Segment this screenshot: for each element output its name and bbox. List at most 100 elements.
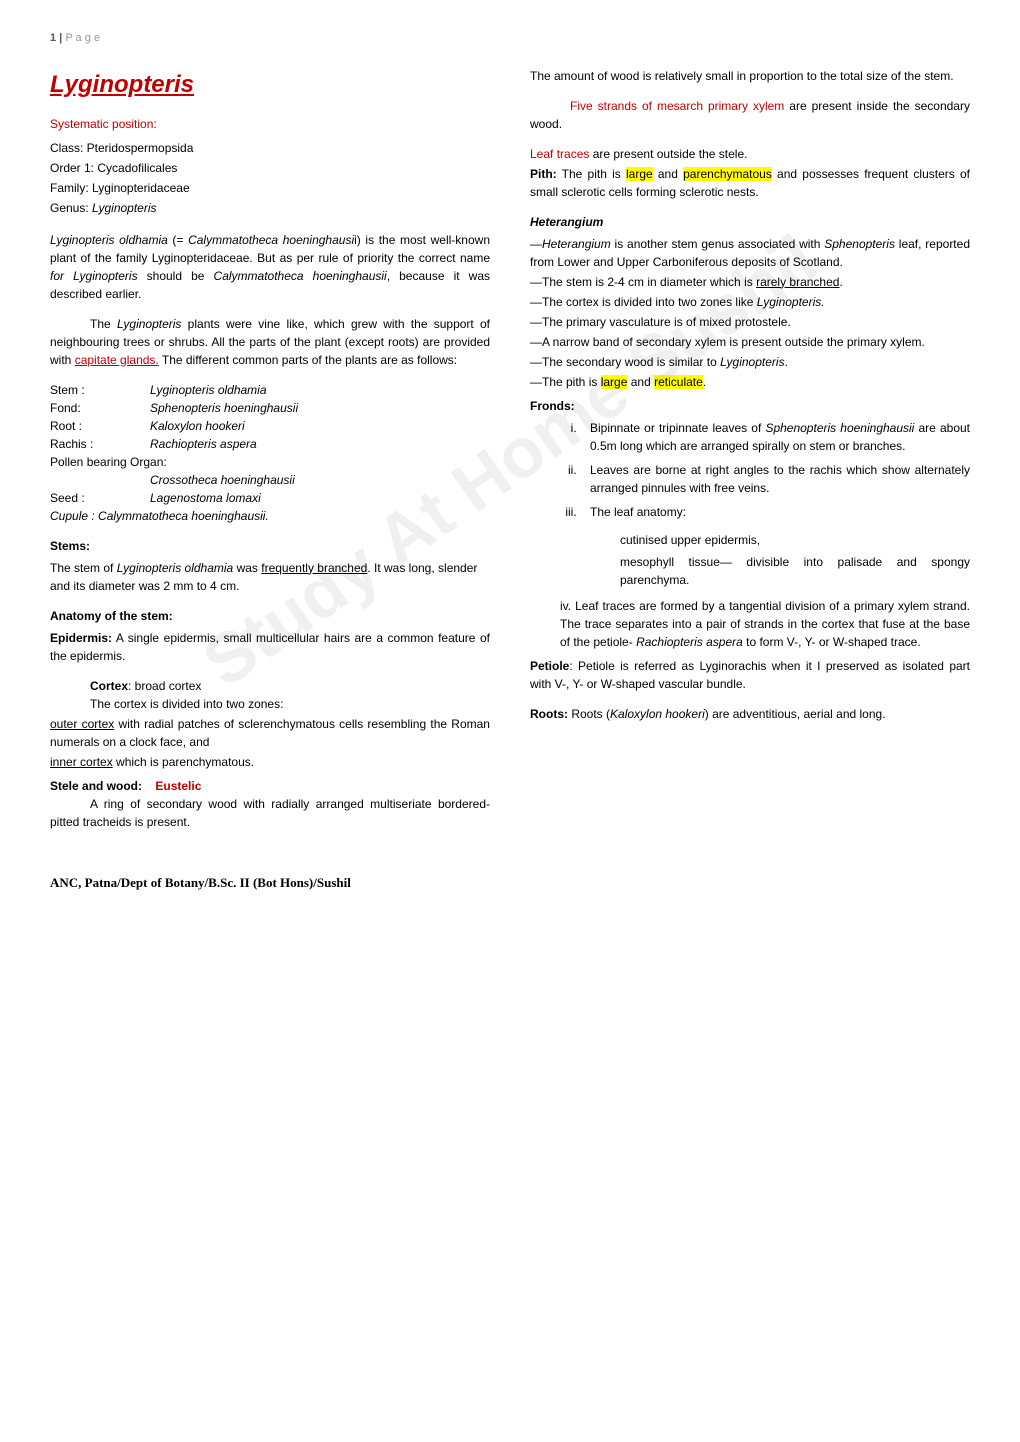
seed-label: Seed : bbox=[50, 489, 150, 507]
cortex-outer: outer cortex with radial patches of scle… bbox=[50, 715, 490, 751]
p2b: Lyginopteris bbox=[117, 317, 182, 331]
het-1c: Sphenopteris bbox=[824, 237, 895, 251]
petiole-para: Petiole: Petiole is referred as Lyginora… bbox=[530, 657, 970, 693]
het-1: ―Heterangium is another stem genus assoc… bbox=[530, 235, 970, 271]
genus-label: Genus: bbox=[50, 201, 92, 215]
pith-d: parenchymatous bbox=[683, 167, 772, 181]
r-p3: Leaf traces are present outside the stel… bbox=[530, 145, 970, 163]
het-7c: and bbox=[627, 375, 654, 389]
fr-i-a: Bipinnate or tripinnate leaves of bbox=[590, 421, 765, 435]
het-2c: . bbox=[839, 275, 842, 289]
organ-rachis: Rachis :Rachiopteris aspera bbox=[50, 435, 490, 453]
het-2a: The stem is 2-4 cm in diameter which is bbox=[542, 275, 756, 289]
stems-p1c: was bbox=[233, 561, 261, 575]
genus-line: Genus: Lyginopteris bbox=[50, 199, 490, 217]
fr-iv-b: Rachiopteris aspera bbox=[636, 635, 743, 649]
content-columns: Lyginopteris Systematic position: Class:… bbox=[50, 67, 970, 843]
cortex-outer-label: outer cortex bbox=[50, 717, 114, 731]
r-p3b: are present outside the stele. bbox=[589, 147, 747, 161]
het-6a: The secondary wood is similar to bbox=[542, 355, 720, 369]
fond-label: Fond: bbox=[50, 399, 150, 417]
frond-3a: cutinised upper epidermis, bbox=[530, 531, 970, 549]
genus-value: Lyginopteris bbox=[92, 201, 157, 215]
stem-label: Stem : bbox=[50, 381, 150, 399]
root-value: Kaloxylon hookeri bbox=[150, 417, 245, 435]
het-6: ―The secondary wood is similar to Lygino… bbox=[530, 353, 970, 371]
het-7a: The pith is bbox=[542, 375, 601, 389]
seed-value: Lagenostoma lomaxi bbox=[150, 489, 261, 507]
pollen-label: Pollen bearing Organ: bbox=[50, 453, 490, 471]
family-line: Family: Lyginopteridaceae bbox=[50, 179, 490, 197]
cortex-label: Cortex bbox=[90, 679, 128, 693]
frond-item-4: iv. Leaf traces are formed by a tangenti… bbox=[530, 597, 970, 651]
right-column: The amount of wood is relatively small i… bbox=[530, 67, 970, 843]
het-3b: Lyginopteris. bbox=[757, 295, 825, 309]
frond-item-1: Bipinnate or tripinnate leaves of Spheno… bbox=[580, 419, 970, 455]
stele-line: Stele and wood: Eustelic bbox=[50, 777, 490, 795]
organ-list: Stem :Lyginopteris oldhamia Fond:Sphenop… bbox=[50, 381, 490, 525]
fr-iv-c: to form V-, Y- or W-shaped trace. bbox=[743, 635, 921, 649]
pith-para: Pith: The pith is large and parenchymato… bbox=[530, 165, 970, 201]
p2d: capitate glands. bbox=[75, 353, 159, 367]
cortex-p1: The cortex is divided into two zones: bbox=[50, 695, 490, 713]
epidermis-text: A single epidermis, small multicellular … bbox=[50, 631, 490, 663]
page-header: 1 | P a g e bbox=[50, 30, 970, 47]
r-p2: Five strands of mesarch primary xylem ar… bbox=[530, 97, 970, 133]
page-footer: ANC, Patna/Dept of Botany/B.Sc. II (Bot … bbox=[50, 873, 970, 893]
roots-a: Roots ( bbox=[568, 707, 610, 721]
p1f: should be bbox=[138, 269, 214, 283]
p1g: Calymmatotheca hoeninghausii bbox=[214, 269, 387, 283]
roots-label: Roots: bbox=[530, 707, 568, 721]
het-1a: Heterangium bbox=[542, 237, 611, 251]
p1a: Lyginopteris oldhamia bbox=[50, 233, 168, 247]
het-4t: The primary vasculature is of mixed prot… bbox=[542, 315, 791, 329]
fr-i-b: Sphenopteris hoeninghausii bbox=[765, 421, 914, 435]
het-4: ―The primary vasculature is of mixed pro… bbox=[530, 313, 970, 331]
het-7: ―The pith is large and reticulate. bbox=[530, 373, 970, 391]
p2a: The bbox=[90, 317, 117, 331]
organ-root: Root :Kaloxylon hookeri bbox=[50, 417, 490, 435]
stele-value: Eustelic bbox=[155, 779, 201, 793]
organ-fond: Fond:Sphenopteris hoeninghausii bbox=[50, 399, 490, 417]
cortex-inner-label: inner cortex bbox=[50, 755, 113, 769]
stems-p2a: frequently branched bbox=[261, 561, 367, 575]
order-line: Order 1: Cycadofilicales bbox=[50, 159, 490, 177]
frond-item-3: The leaf anatomy: bbox=[580, 503, 970, 521]
r-p3a: Leaf traces bbox=[530, 147, 589, 161]
stele-para: A ring of secondary wood with radially a… bbox=[50, 795, 490, 831]
het-3: ―The cortex is divided into two zones li… bbox=[530, 293, 970, 311]
frond-3b: mesophyll tissue― divisible into palisad… bbox=[530, 553, 970, 589]
stems-p1: The stem of bbox=[50, 561, 117, 575]
intro-para-1: Lyginopteris oldhamia (= Calymmatotheca … bbox=[50, 231, 490, 303]
stem-value: Lyginopteris oldhamia bbox=[150, 381, 267, 399]
pith-b: large bbox=[626, 167, 653, 181]
stele-label: Stele and wood: bbox=[50, 779, 142, 793]
fond-value: Sphenopteris hoeninghausii bbox=[150, 399, 298, 417]
pollen-spacer bbox=[50, 471, 150, 489]
p1e: for Lyginopteris bbox=[50, 269, 138, 283]
het-7e: . bbox=[703, 375, 706, 389]
page-label: P a g e bbox=[62, 32, 100, 44]
anatomy-heading: Anatomy of the stem: bbox=[50, 607, 490, 625]
rachis-value: Rachiopteris aspera bbox=[150, 435, 257, 453]
roots-c: ) are adventitious, aerial and long. bbox=[705, 707, 886, 721]
root-label: Root : bbox=[50, 417, 150, 435]
het-2b: rarely branched bbox=[756, 275, 839, 289]
heterangium-heading: Heterangium bbox=[530, 213, 970, 231]
class-line: Class: Pteridospermopsida bbox=[50, 139, 490, 157]
het-5: ―A narrow band of secondary xylem is pre… bbox=[530, 333, 970, 351]
p1c: Calymmatotheca hoeninghausi bbox=[188, 233, 354, 247]
intro-para-2: The Lyginopteris plants were vine like, … bbox=[50, 315, 490, 369]
het-7d: reticulate bbox=[654, 375, 703, 389]
fronds-list: Bipinnate or tripinnate leaves of Spheno… bbox=[530, 419, 970, 521]
pith-c: and bbox=[653, 167, 683, 181]
cortex-outer-text: with radial patches of sclerenchymatous … bbox=[50, 717, 490, 749]
pollen-value: Crossotheca hoeninghausii bbox=[150, 471, 295, 489]
pith-label: Pith: bbox=[530, 167, 557, 181]
frond-item-2: Leaves are borne at right angles to the … bbox=[580, 461, 970, 497]
petiole-text: : Petiole is referred as Lyginorachis wh… bbox=[530, 659, 970, 691]
r-p2a: Five strands of mesarch primary xylem bbox=[570, 99, 784, 113]
pith-a: The pith is bbox=[557, 167, 626, 181]
cortex-line: Cortex: broad cortex bbox=[50, 677, 490, 695]
stems-heading: Stems: bbox=[50, 537, 490, 555]
